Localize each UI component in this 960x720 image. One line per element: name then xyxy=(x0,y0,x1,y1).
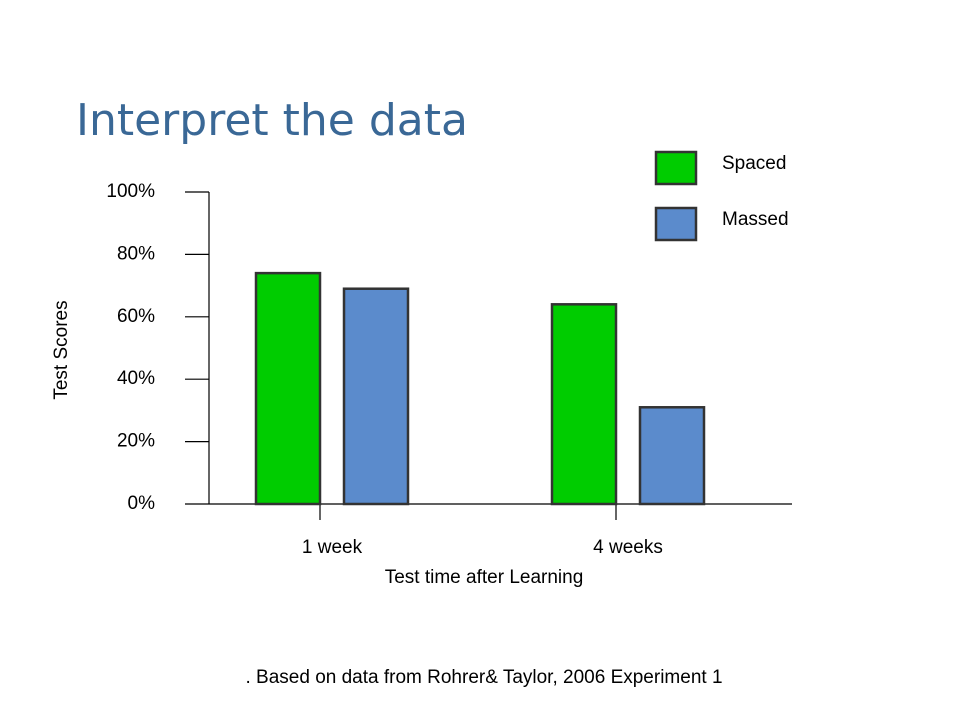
y-tick-label: 40% xyxy=(117,368,155,389)
y-tick-label: 20% xyxy=(117,431,155,452)
y-tick-label: 0% xyxy=(128,493,156,514)
footnote: . Based on data from Rohrer& Taylor, 200… xyxy=(245,667,722,688)
chart-title: Interpret the data xyxy=(76,95,468,146)
y-tick-label: 60% xyxy=(117,306,155,327)
x-axis-label: Test time after Learning xyxy=(385,567,584,588)
bar xyxy=(342,287,410,506)
bar xyxy=(254,271,322,506)
legend-swatch xyxy=(654,206,698,242)
y-tick-label: 80% xyxy=(117,243,155,264)
y-axis-label: Test Scores xyxy=(51,300,72,399)
x-tick-label: 1 week xyxy=(302,537,363,558)
legend-label: Massed xyxy=(722,209,789,230)
bar xyxy=(550,303,618,506)
x-tick-label: 4 weeks xyxy=(593,537,663,558)
legend-swatch xyxy=(654,150,698,186)
y-tick-label: 100% xyxy=(106,181,155,202)
legend-label: Spaced xyxy=(722,153,786,174)
bar xyxy=(638,406,706,506)
